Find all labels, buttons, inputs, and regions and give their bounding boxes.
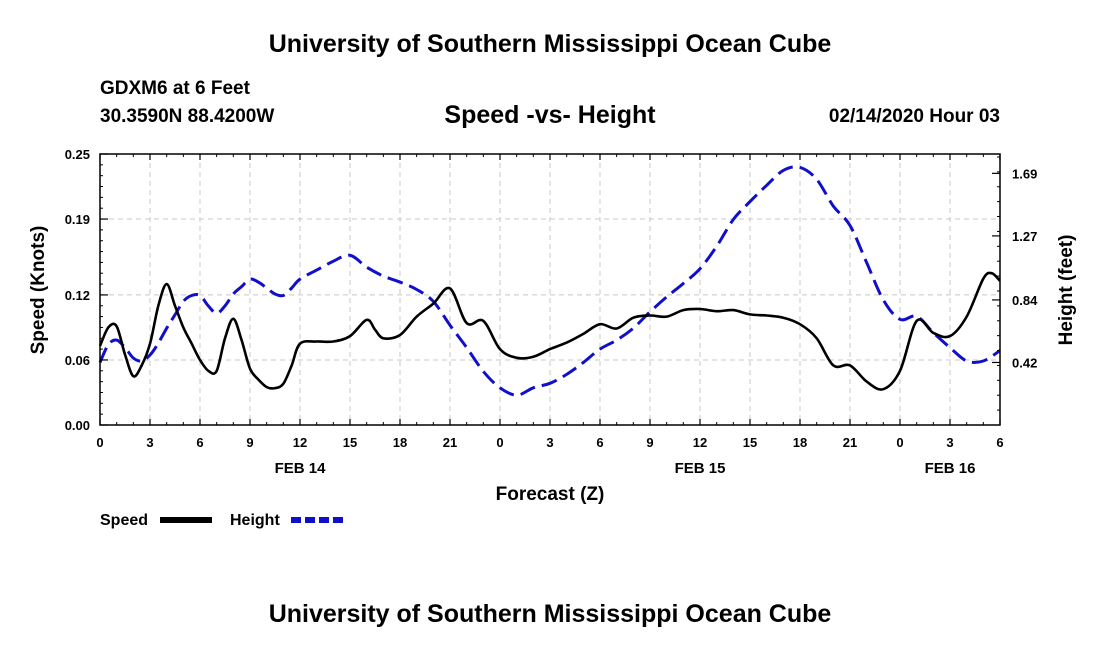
x-tick-label: 9 <box>246 435 253 450</box>
x-tick-label: 18 <box>393 435 407 450</box>
footer-title: University of Southern Mississippi Ocean… <box>268 600 832 628</box>
y2-tick-label: 1.69 <box>1012 166 1037 181</box>
x-tick-label: 15 <box>343 435 357 450</box>
x-tick-label: 6 <box>596 435 603 450</box>
y2-tick-label: 1.27 <box>1012 229 1037 244</box>
series-line-height <box>98 165 1001 397</box>
series-line-speed <box>98 271 1001 391</box>
x-tick-label: 0 <box>496 435 503 450</box>
x-tick-label: 3 <box>546 435 553 450</box>
x-tick-label: 6 <box>996 435 1003 450</box>
x-tick-label: 3 <box>946 435 953 450</box>
x-tick-label: 18 <box>793 435 807 450</box>
y-tick-label: 0.19 <box>65 212 90 227</box>
series-lines <box>98 165 1001 397</box>
page-title: University of Southern Mississippi Ocean… <box>268 30 832 58</box>
x-day-label: FEB 14 <box>275 460 327 477</box>
coordinates-label: 30.3590N 88.4200W <box>100 106 275 127</box>
legend-label-height: Height <box>230 512 280 529</box>
x-tick-label: 0 <box>896 435 903 450</box>
forecast-datetime: 02/14/2020 Hour 03 <box>828 106 1000 127</box>
axes: 0 3 6 9 12 15 18 21 0 3 6 9 12 15 18 21 0 3 6 FEB 14 FEB 15 F… <box>65 147 1038 477</box>
chart-subtitle: Speed -vs- Height <box>444 101 656 129</box>
x-tick-label: 12 <box>293 435 307 450</box>
x-tick-label: 6 <box>196 435 203 450</box>
y-tick-label: 0.25 <box>65 147 90 162</box>
station-label: GDXM6 at 6 Feet <box>100 78 250 99</box>
y-tick-label: 0.00 <box>65 418 90 433</box>
y-tick-label: 0.12 <box>65 288 90 303</box>
legend: Speed Height <box>100 512 343 529</box>
x-tick-label: 3 <box>146 435 153 450</box>
x-tick-label: 15 <box>743 435 757 450</box>
x-axis-title: Forecast (Z) <box>496 484 605 505</box>
x-tick-label: 21 <box>843 435 857 450</box>
y-tick-label: 0.06 <box>65 353 90 368</box>
x-day-label: FEB 16 <box>925 460 976 477</box>
x-tick-label: 0 <box>96 435 103 450</box>
y2-tick-label: 0.84 <box>1012 293 1038 308</box>
x-tick-label: 21 <box>443 435 457 450</box>
x-tick-label: 9 <box>646 435 653 450</box>
y2-axis-title: Height (feet) <box>1056 235 1077 346</box>
legend-label-speed: Speed <box>100 512 148 529</box>
y2-tick-label: 0.42 <box>1012 355 1037 370</box>
y-axis-title: Speed (Knots) <box>28 226 49 355</box>
x-day-label: FEB 15 <box>675 460 726 477</box>
x-tick-label: 12 <box>693 435 707 450</box>
